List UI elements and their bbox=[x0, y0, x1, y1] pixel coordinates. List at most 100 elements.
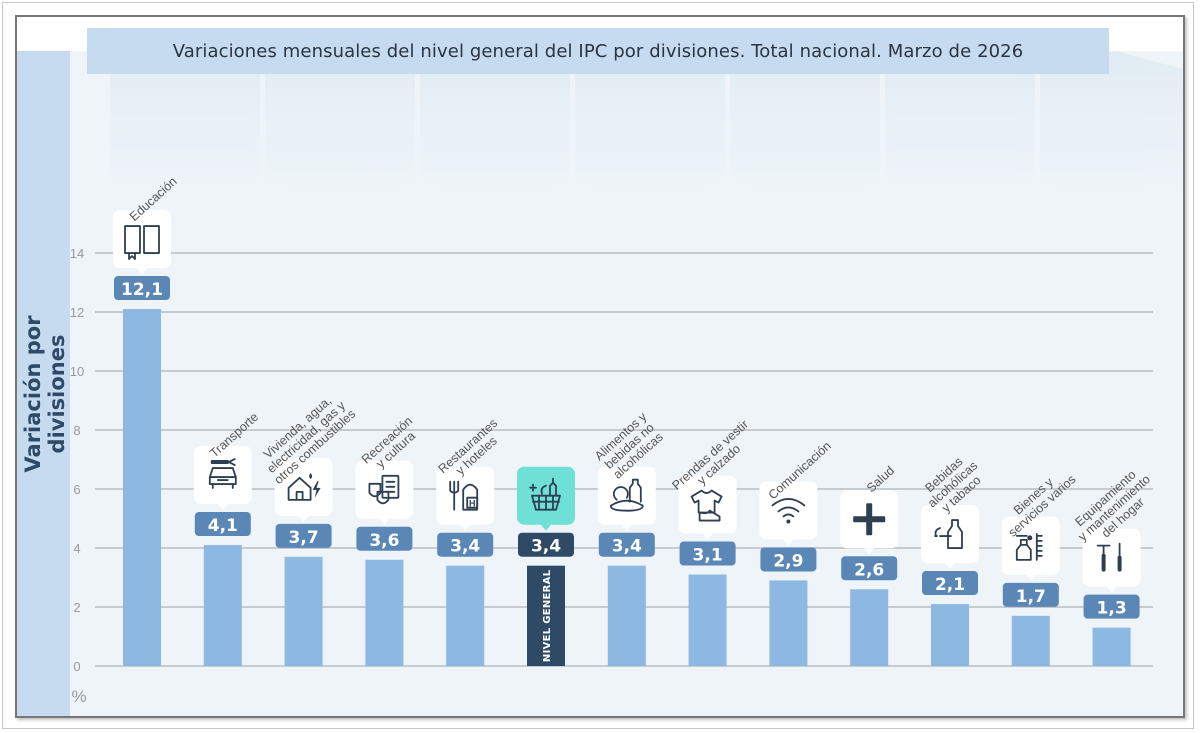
value-label: 1,7 bbox=[1016, 587, 1046, 607]
icon-box bbox=[193, 446, 252, 505]
icon-box bbox=[113, 210, 171, 269]
chart-title-box: Variaciones mensuales del nivel general … bbox=[87, 28, 1109, 74]
icon-box-pointer bbox=[298, 515, 309, 522]
icon-box-pointer bbox=[621, 524, 632, 531]
icon-box-pointer bbox=[217, 504, 228, 511]
bar-nivel-general bbox=[527, 565, 565, 666]
value-label-box bbox=[114, 276, 170, 301]
y-tick-label: 12 bbox=[70, 305, 84, 320]
value-label: 3,4 bbox=[531, 537, 561, 557]
value-label: 3,1 bbox=[693, 546, 723, 566]
value-label-box bbox=[1083, 594, 1140, 619]
bar bbox=[931, 604, 969, 666]
bar bbox=[850, 589, 889, 666]
value-label-box bbox=[437, 532, 494, 557]
value-label: 1,3 bbox=[1097, 599, 1127, 619]
theater-masks-icon bbox=[368, 474, 400, 505]
value-label-box bbox=[1002, 582, 1059, 607]
house-utilities-icon bbox=[287, 472, 321, 501]
value-label-box bbox=[841, 556, 898, 581]
car-wrench-icon bbox=[208, 458, 237, 489]
y-axis-band bbox=[17, 51, 70, 716]
icon-box-pointer bbox=[541, 524, 551, 531]
value-label-box bbox=[679, 541, 736, 566]
icon-box bbox=[678, 475, 737, 534]
bar bbox=[1092, 627, 1131, 666]
tools-icon bbox=[1096, 542, 1122, 572]
bar bbox=[365, 559, 404, 666]
icon-box bbox=[274, 457, 333, 516]
y-unit-label: % bbox=[71, 687, 86, 706]
bar bbox=[688, 574, 727, 666]
bar bbox=[284, 556, 323, 666]
value-label: 4,1 bbox=[208, 516, 238, 536]
icon-box-pointer bbox=[783, 539, 794, 546]
y-tick-label: 6 bbox=[73, 482, 80, 497]
fork-hotel-icon: H bbox=[449, 480, 479, 511]
bar-group: 1,3 Equipamientoy mantenimientodel hogar bbox=[1067, 462, 1162, 666]
icon-box bbox=[355, 460, 414, 519]
value-label-box bbox=[598, 532, 655, 557]
value-label: 2,1 bbox=[935, 575, 965, 595]
icon-box-pointer bbox=[1106, 586, 1117, 593]
value-label-box bbox=[356, 526, 413, 551]
y-tick-label: 14 bbox=[70, 246, 84, 261]
icon-box-pointer bbox=[379, 518, 390, 525]
book-icon bbox=[124, 225, 160, 260]
bar bbox=[607, 565, 646, 666]
category-label: Equipamientoy mantenimientodel hogar bbox=[1067, 462, 1162, 553]
bar bbox=[1011, 615, 1050, 666]
icon-box bbox=[759, 481, 818, 540]
bar-inner-label: NIVEL GENERAL bbox=[542, 569, 553, 662]
icon-box-pointer bbox=[1025, 574, 1036, 581]
icon-box-pointer bbox=[702, 533, 713, 540]
background-hexagon bbox=[575, 51, 725, 221]
bottle-cigarette-icon bbox=[934, 519, 963, 549]
background-hexagon bbox=[265, 51, 415, 221]
chart-title: Variaciones mensuales del nivel general … bbox=[172, 40, 1024, 62]
tshirt-shoe-icon bbox=[690, 489, 723, 522]
value-label-box bbox=[194, 512, 251, 537]
value-label-box bbox=[922, 571, 978, 596]
bar bbox=[769, 580, 808, 666]
value-label: 2,9 bbox=[773, 551, 803, 571]
bar-group: NIVEL GENERAL 3,4 bbox=[517, 466, 575, 666]
background-pattern bbox=[110, 51, 1183, 221]
y-tick-label: 4 bbox=[73, 541, 80, 556]
value-label: 12,1 bbox=[121, 280, 163, 300]
icon-box-pointer bbox=[864, 548, 875, 555]
plus-cross-icon bbox=[853, 503, 886, 536]
bar bbox=[203, 545, 242, 666]
bar bbox=[446, 565, 485, 666]
background-hexagon bbox=[1040, 51, 1183, 221]
icon-box bbox=[1082, 528, 1141, 587]
value-label-box bbox=[518, 532, 574, 557]
value-label-box bbox=[760, 547, 817, 572]
background-hexagon bbox=[110, 51, 260, 221]
icon-box-pointer bbox=[460, 524, 471, 531]
icon-box-pointer bbox=[945, 563, 955, 570]
background-hexagon bbox=[420, 51, 570, 221]
y-tick-label: 0 bbox=[73, 659, 80, 674]
y-tick-label: 2 bbox=[73, 600, 80, 615]
wifi-icon bbox=[771, 498, 806, 524]
value-label: 3,4 bbox=[450, 537, 480, 557]
food-bottle-icon bbox=[609, 478, 644, 512]
value-label: 2,6 bbox=[854, 560, 884, 580]
value-label: 3,4 bbox=[612, 537, 642, 557]
background-hexagon bbox=[730, 51, 880, 221]
svg-text:H: H bbox=[469, 499, 476, 509]
value-label-box bbox=[275, 523, 332, 548]
spray-comb-icon bbox=[1015, 532, 1043, 561]
